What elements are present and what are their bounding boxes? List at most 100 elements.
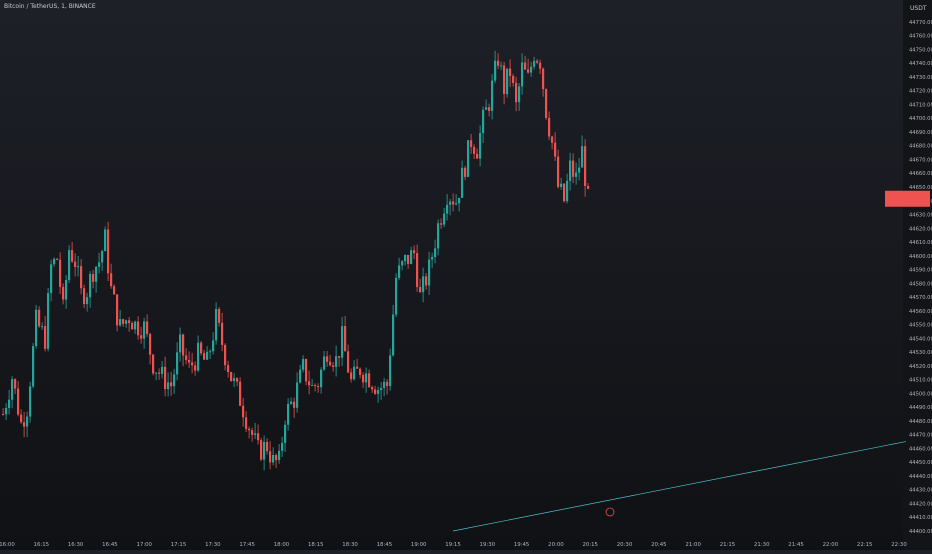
x-tick-label: 20:15: [582, 542, 598, 548]
x-tick-label: 21:45: [788, 542, 804, 548]
candle-body: [320, 369, 323, 388]
candle-body: [200, 342, 203, 354]
candle-body: [455, 203, 458, 205]
candle-body: [440, 223, 443, 225]
candle-body: [227, 365, 230, 373]
x-tick-label: 19:30: [480, 542, 496, 548]
candle-body: [77, 266, 80, 268]
candle-body: [158, 372, 161, 374]
candle-body: [392, 314, 395, 356]
candle-body: [137, 321, 140, 336]
y-axis: 44400.00 44410.00 44420.00 44430.00 44440.00…: [903, 0, 932, 550]
candle-body: [509, 68, 512, 77]
candle-body: [122, 319, 125, 324]
candle-body: [308, 381, 311, 386]
candle-body: [5, 407, 8, 415]
candle-body: [293, 401, 296, 408]
x-tick-label: 17:30: [205, 542, 221, 548]
candle-body: [164, 366, 167, 390]
x-axis: 16:00 16:15 16:30 16:45 17:00 17:15 17:30 17:45…: [0, 542, 907, 548]
candle-body: [386, 381, 389, 387]
candle-body: [383, 381, 386, 388]
candle-body: [515, 82, 518, 103]
candle-body: [212, 340, 215, 352]
y-tick-label: 44740.00: [909, 61, 932, 67]
candle-body: [335, 356, 338, 367]
y-tick-label: 44680.00: [909, 144, 932, 150]
candle-body: [56, 258, 59, 260]
x-tick-label: 22:30: [891, 542, 907, 548]
candle-body: [254, 433, 257, 435]
candle-body: [251, 430, 254, 435]
candle-body: [119, 319, 122, 326]
y-tick-label: 44440.00: [909, 474, 932, 480]
candle-body: [128, 320, 131, 324]
candle-body: [314, 385, 317, 387]
x-tick-label: 22:15: [857, 542, 873, 548]
y-tick-label: 44580.00: [909, 281, 932, 287]
price-axis-panel: [903, 0, 932, 550]
x-tick-label: 18:30: [342, 542, 358, 548]
candle-body: [281, 442, 284, 451]
y-tick-label: 44470.00: [909, 433, 932, 439]
y-tick-label: 44570.00: [909, 295, 932, 301]
x-tick-label: 17:00: [136, 542, 152, 548]
candle-body: [224, 344, 227, 366]
candle-body: [50, 264, 53, 294]
candle-body: [317, 386, 320, 388]
candle-body: [422, 276, 425, 293]
candle-body: [539, 62, 542, 69]
candle-body: [266, 441, 269, 452]
candle-body: [353, 366, 356, 380]
y-tick-label: 44480.00: [909, 419, 932, 425]
candle-body: [560, 183, 563, 187]
candle-body: [257, 433, 260, 441]
candle-body: [377, 390, 380, 394]
candle-body: [218, 308, 221, 323]
candle-body: [29, 386, 32, 417]
candle-body: [506, 68, 509, 95]
candle-body: [149, 333, 152, 355]
candle-body: [248, 428, 251, 431]
candle-body: [299, 369, 302, 383]
candle-body: [23, 422, 26, 427]
candle-body: [26, 416, 29, 427]
candle-body: [197, 342, 200, 371]
y-tick-label: 44420.00: [909, 501, 932, 507]
candle-body: [491, 80, 494, 111]
x-tick-label: 21:00: [685, 542, 701, 548]
candle-body: [380, 387, 383, 391]
candle-body: [83, 288, 86, 305]
candle-body: [146, 321, 149, 334]
candle-body: [578, 167, 581, 173]
candle-body: [80, 266, 83, 289]
candle-body: [410, 250, 413, 264]
candle-body: [185, 355, 188, 360]
candle-body: [368, 373, 371, 388]
y-tick-label: 44650.00: [909, 185, 932, 191]
candle-body: [473, 146, 476, 154]
candle-body: [41, 326, 44, 328]
candle-body: [521, 62, 524, 87]
candle-body: [488, 107, 491, 111]
x-tick-label: 22:00: [823, 542, 839, 548]
candle-body: [344, 326, 347, 352]
candle-body: [332, 365, 335, 367]
candle-body: [563, 183, 566, 202]
candle-body: [284, 424, 287, 443]
x-tick-label: 19:45: [514, 542, 530, 548]
candle-body: [497, 60, 500, 66]
candle-body: [362, 374, 365, 383]
y-tick-label: 44730.00: [909, 75, 932, 81]
y-tick-label: 44590.00: [909, 268, 932, 274]
candle-body: [446, 204, 449, 214]
candle-body: [401, 261, 404, 266]
y-tick-label: 44600.00: [909, 254, 932, 260]
y-tick-label: 44720.00: [909, 89, 932, 95]
candle-body: [305, 359, 308, 382]
candle-body: [545, 89, 548, 118]
candle-body: [572, 160, 575, 177]
candle-body: [575, 172, 578, 177]
